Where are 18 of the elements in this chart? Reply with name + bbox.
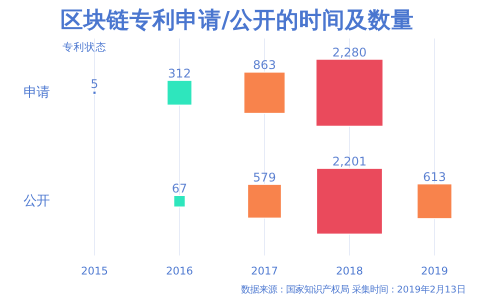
- x-tick-label: 2017: [250, 264, 278, 278]
- data-label: 863: [253, 58, 276, 72]
- data-label: 312: [168, 66, 191, 80]
- y-tick-label: 申请: [24, 85, 50, 100]
- x-tick-label: 2018: [336, 264, 364, 278]
- data-label: 2,201: [332, 154, 367, 168]
- chart-title: 区块链专利申请/公开的时间及数量: [60, 8, 414, 34]
- data-label: 2,280: [332, 45, 367, 60]
- y-axis-title: 专利状态: [62, 40, 106, 54]
- x-tick-label: 2019: [420, 264, 448, 278]
- data-label: 613: [423, 170, 446, 184]
- x-tick-label: 2015: [80, 264, 108, 278]
- y-tick-label: 公开: [24, 194, 50, 209]
- data-label: 67: [172, 182, 188, 196]
- data-label: 5: [90, 77, 98, 92]
- source-note: 数据来源：国家知识产权局 采集时间：2019年2月13日: [241, 284, 466, 296]
- x-tick-label: 2016: [166, 264, 194, 278]
- data-label: 579: [253, 170, 276, 184]
